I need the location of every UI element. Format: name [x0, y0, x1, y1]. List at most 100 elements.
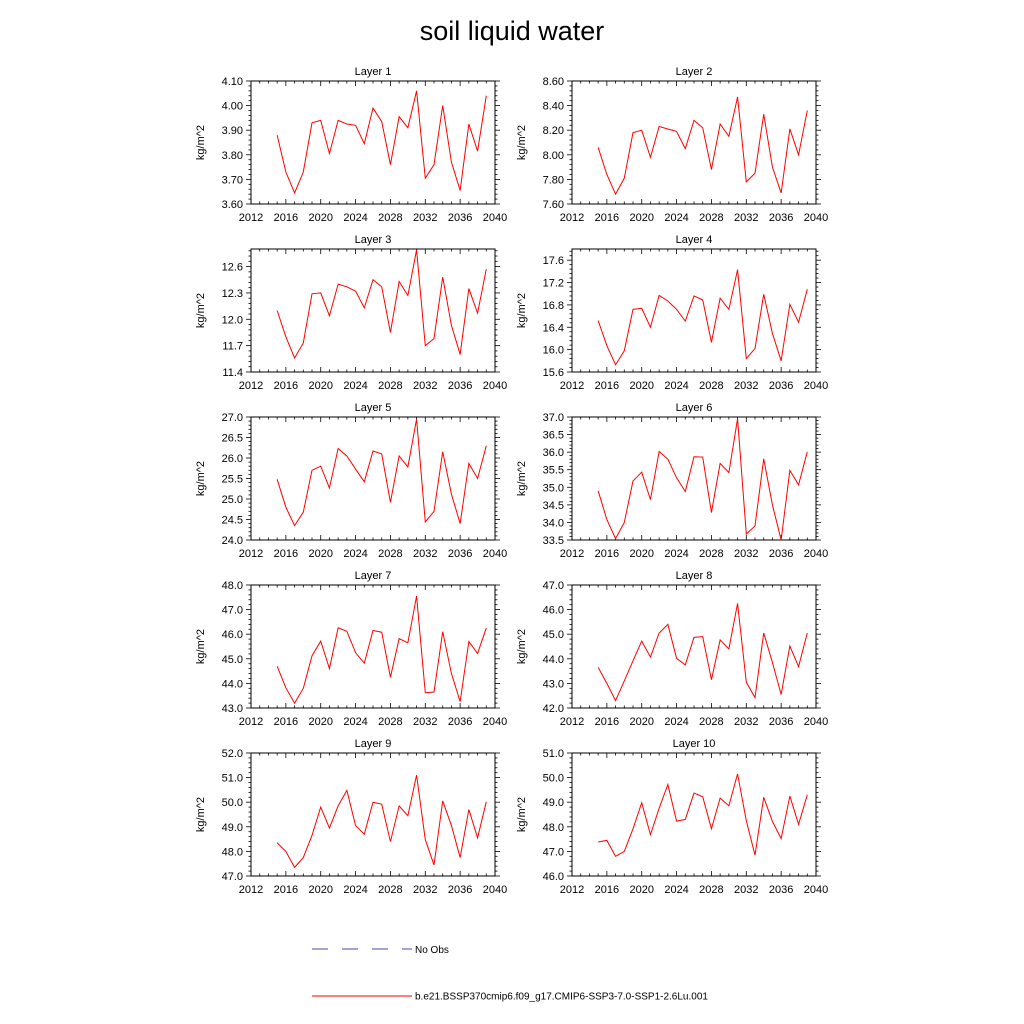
y-tick-label: 3.60 — [222, 199, 243, 211]
y-tick-label: 51.0 — [543, 748, 564, 760]
y-tick-label: 52.0 — [222, 748, 243, 760]
x-tick-label: 2020 — [308, 548, 332, 560]
y-tick-label: 51.0 — [222, 773, 243, 785]
y-tick-label: 46.0 — [543, 605, 564, 617]
x-tick-label: 2012 — [560, 548, 584, 560]
x-tick-label: 2024 — [664, 380, 688, 392]
panel-title: Layer 8 — [676, 570, 713, 582]
series-line — [598, 773, 808, 858]
x-tick-label: 2040 — [483, 380, 507, 392]
x-tick-label: 2016 — [274, 884, 298, 896]
x-tick-label: 2020 — [308, 716, 332, 728]
panel-1: Layer 1 kg/m^2 2012 2016 2020 2024 2028 2032 203… — [195, 66, 507, 224]
x-tick-label: 2036 — [769, 884, 793, 896]
x-tick-label: 2020 — [308, 884, 332, 896]
x-tick-label: 2028 — [378, 884, 402, 896]
y-tick-label: 36.5 — [543, 430, 564, 442]
y-tick-label: 15.6 — [543, 367, 564, 379]
plot-frame — [250, 248, 496, 373]
x-tick-label: 2032 — [413, 548, 437, 560]
x-tick-label: 2016 — [595, 884, 619, 896]
x-tick-label: 2028 — [378, 548, 402, 560]
x-tick-label: 2024 — [343, 548, 367, 560]
panel-5: Layer 5 kg/m^2 2012 2016 2020 2024 2028 2032 203… — [195, 402, 507, 560]
x-tick-label: 2020 — [629, 212, 653, 224]
x-tick-label: 2032 — [413, 716, 437, 728]
y-tick-label: 12.0 — [222, 314, 243, 326]
x-tick-label: 2036 — [448, 212, 472, 224]
y-tick-label: 50.0 — [222, 797, 243, 809]
y-tick-label: 16.4 — [543, 322, 564, 334]
y-tick-label: 33.5 — [543, 535, 564, 547]
plot-frame — [571, 80, 817, 205]
x-tick-label: 2024 — [664, 212, 688, 224]
y-tick-label: 3.80 — [222, 150, 243, 162]
series-line — [276, 595, 487, 705]
y-tick-label: 45.0 — [543, 629, 564, 641]
x-tick-label: 2032 — [734, 380, 758, 392]
y-tick-label: 47.0 — [222, 871, 243, 883]
legend-model-label: b.e21.BSSP370cmip6.f09_g17.CMIP6-SSP3-7.… — [415, 992, 708, 1003]
panel-title: Layer 7 — [355, 570, 392, 582]
y-tick-label: 12.3 — [222, 288, 243, 300]
x-tick-label: 2020 — [308, 380, 332, 392]
y-axis-label: kg/m^2 — [516, 629, 528, 664]
x-tick-label: 2012 — [560, 716, 584, 728]
x-tick-label: 2020 — [629, 716, 653, 728]
x-tick-label: 2032 — [413, 380, 437, 392]
panel-title: Layer 5 — [355, 402, 392, 414]
y-tick-label: 7.60 — [543, 199, 564, 211]
x-tick-label: 2036 — [448, 884, 472, 896]
y-tick-label: 48.0 — [222, 580, 243, 592]
x-tick-label: 2028 — [699, 548, 723, 560]
y-tick-label: 4.10 — [222, 76, 243, 88]
y-axis-label: kg/m^2 — [516, 293, 528, 328]
x-tick-label: 2012 — [560, 212, 584, 224]
x-tick-label: 2040 — [804, 884, 828, 896]
panel-7: Layer 7 kg/m^2 2012 2016 2020 2024 2028 2032 203… — [195, 570, 507, 728]
legend-obs-label: No Obs — [415, 945, 449, 956]
y-tick-label: 12.6 — [222, 262, 243, 274]
x-tick-label: 2032 — [734, 884, 758, 896]
figure-title: soil liquid water — [420, 16, 605, 46]
x-tick-label: 2040 — [483, 884, 507, 896]
y-tick-label: 42.0 — [543, 703, 564, 715]
panel-8: Layer 8 kg/m^2 2012 2016 2020 2024 2028 2032 203… — [516, 570, 828, 728]
x-tick-label: 2036 — [769, 716, 793, 728]
y-tick-label: 36.0 — [543, 447, 564, 459]
x-tick-label: 2012 — [239, 716, 263, 728]
x-tick-label: 2028 — [699, 380, 723, 392]
plot-frame — [571, 248, 817, 373]
x-tick-label: 2012 — [239, 548, 263, 560]
panel-title: Layer 10 — [673, 738, 716, 750]
panel-10: Layer 10 kg/m^2 2012 2016 2020 2024 2028 2032 20… — [516, 738, 828, 896]
x-tick-label: 2020 — [629, 884, 653, 896]
y-axis-label: kg/m^2 — [195, 293, 207, 328]
y-tick-label: 46.0 — [222, 629, 243, 641]
y-tick-label: 44.0 — [543, 654, 564, 666]
y-tick-label: 34.0 — [543, 517, 564, 529]
x-tick-label: 2016 — [595, 548, 619, 560]
plot-frame — [571, 752, 817, 877]
x-tick-label: 2024 — [343, 884, 367, 896]
x-tick-label: 2028 — [699, 212, 723, 224]
x-tick-label: 2020 — [308, 212, 332, 224]
series-line — [276, 90, 487, 195]
y-tick-label: 26.0 — [222, 453, 243, 465]
x-tick-label: 2036 — [448, 380, 472, 392]
plot-frame — [250, 752, 496, 877]
x-tick-label: 2012 — [239, 380, 263, 392]
x-tick-label: 2016 — [274, 548, 298, 560]
series-line — [276, 775, 487, 869]
x-tick-label: 2036 — [769, 212, 793, 224]
x-tick-label: 2024 — [343, 380, 367, 392]
x-tick-label: 2040 — [804, 212, 828, 224]
panel-4: Layer 4 kg/m^2 2012 2016 2020 2024 2028 2032 203… — [516, 234, 828, 392]
panel-6: Layer 6 kg/m^2 2012 2016 2020 2024 2028 2032 203… — [516, 402, 828, 560]
x-tick-label: 2016 — [595, 716, 619, 728]
x-tick-label: 2020 — [629, 380, 653, 392]
y-tick-label: 35.5 — [543, 465, 564, 477]
y-tick-label: 17.6 — [543, 255, 564, 267]
panel-title: Layer 2 — [676, 66, 713, 78]
y-axis-label: kg/m^2 — [516, 125, 528, 160]
